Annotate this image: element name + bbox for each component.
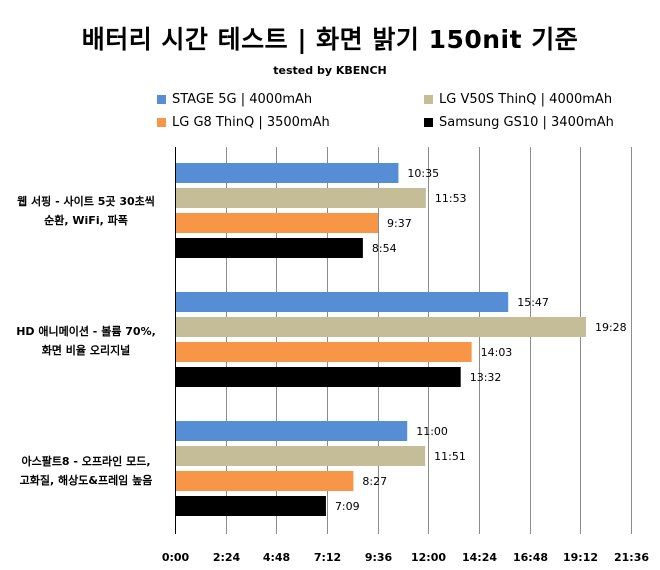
data-label: 11:00: [416, 425, 448, 438]
x-tick-label: 7:12: [314, 551, 341, 564]
chart-title: 배터리 시간 테스트 | 화면 밝기 150nit 기준: [81, 25, 579, 54]
category-label-web-surfing: 웹 서핑 - 사이트 5곳 30초씩 순환, WiFi, 파폭: [4, 192, 168, 230]
x-tick-label: 14:24: [462, 551, 497, 564]
category-label-asphalt8: 아스팔트8 - 오프라인 모드, 고화질, 해상도&프레임 높음: [4, 452, 168, 490]
legend-swatch: [424, 117, 433, 127]
data-label: 11:53: [435, 192, 467, 205]
bar: [176, 317, 586, 337]
x-tick-label: 19:12: [563, 551, 598, 564]
category-label-line: 순환, WiFi, 파폭: [44, 214, 128, 227]
category-label-line: 아스팔트8 - 오프라인 모드,: [21, 455, 151, 468]
bar: [176, 367, 461, 387]
x-tick-label: 2:24: [213, 551, 241, 564]
bar: [176, 421, 408, 441]
data-label: 14:03: [481, 346, 513, 359]
bar: [176, 471, 354, 491]
legend-label: Samsung GS10 | 3400mAh: [439, 114, 614, 130]
x-tick-label: 9:36: [365, 551, 393, 564]
data-label: 8:54: [372, 242, 397, 255]
bar: [176, 342, 472, 362]
x-tick-label: 4:48: [263, 551, 290, 564]
data-label: 10:35: [407, 167, 439, 180]
chart-subtitle: tested by KBENCH: [273, 64, 387, 77]
data-label: 8:27: [362, 475, 387, 488]
data-label: 15:47: [517, 296, 549, 309]
data-label: 11:51: [434, 450, 466, 463]
category-label-hd-video: HD 애니메이션 - 볼륨 70%, 화면 비율 오리지널: [4, 322, 168, 360]
legend-item-samsung-gs10: Samsung GS10 | 3400mAh: [424, 114, 614, 130]
legend-swatch: [157, 117, 166, 127]
x-tick-label: 16:48: [513, 551, 548, 564]
x-tick-label: 0:00: [162, 551, 190, 564]
x-tick-label: 12:00: [411, 551, 446, 564]
bar: [176, 446, 426, 466]
bar: [176, 292, 509, 312]
data-label: 7:09: [335, 500, 360, 513]
category-label-line: 고화질, 해상도&프레임 높음: [19, 474, 153, 487]
legend-label: LG V50S ThinQ | 4000mAh: [439, 91, 613, 107]
legend-label: LG G8 ThinQ | 3500mAh: [172, 114, 330, 130]
category-label-line: HD 애니메이션 - 볼륨 70%,: [16, 325, 156, 338]
bar: [176, 213, 379, 233]
bar: [176, 188, 426, 208]
category-label-line: 웹 서핑 - 사이트 5곳 30초씩: [17, 195, 155, 208]
legend-item-lg-g8: LG G8 ThinQ | 3500mAh: [157, 114, 330, 130]
legend-swatch: [424, 94, 433, 104]
data-label: 9:37: [387, 217, 412, 230]
data-label: 19:28: [595, 321, 627, 334]
legend-label: STAGE 5G | 4000mAh: [172, 91, 313, 107]
legend-item-lg-v50s: LG V50S ThinQ | 4000mAh: [424, 91, 612, 107]
data-label: 13:32: [470, 371, 502, 384]
x-tick-label: 21:36: [614, 551, 649, 564]
legend-swatch: [157, 94, 166, 104]
category-label-line: 화면 비율 오리지널: [41, 344, 131, 357]
bar: [176, 163, 399, 183]
legend-item-stage-5g: STAGE 5G | 4000mAh: [157, 91, 312, 107]
bar: [176, 496, 326, 516]
bar: [176, 238, 363, 258]
